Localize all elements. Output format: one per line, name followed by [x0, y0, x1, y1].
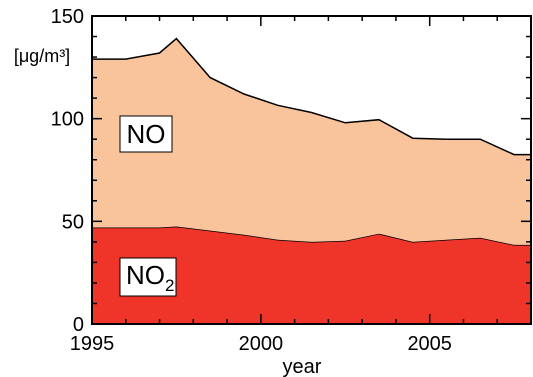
no2-label-box: NO2 — [119, 257, 177, 297]
x-tick-label: 2000 — [239, 333, 284, 355]
plot-frame — [91, 15, 532, 325]
no2-label-subscript: 2 — [165, 276, 174, 295]
no-area-label: NO — [127, 119, 166, 149]
y-axis-label: [μg/m³] — [14, 46, 70, 66]
y-tick-label: 50 — [62, 211, 84, 233]
no2-area-label: NO2 — [126, 260, 174, 295]
y-tick-label: 0 — [73, 314, 84, 336]
y-tick-label: 150 — [51, 6, 84, 28]
areas-group — [92, 37, 531, 324]
area-no2 — [92, 226, 531, 324]
x-axis-label: year — [283, 356, 322, 377]
tick-labels-group: 1995 2000 2005 0 50 100 150 — [51, 6, 452, 355]
line-no-top — [92, 37, 531, 156]
area-no — [92, 38, 531, 245]
x-tick-label: 2005 — [407, 333, 452, 355]
x-tick-label: 1995 — [70, 333, 115, 355]
no-label-box: NO — [119, 115, 173, 153]
no2-label-main: NO — [126, 260, 165, 290]
y-tick-label: 100 — [51, 109, 84, 131]
